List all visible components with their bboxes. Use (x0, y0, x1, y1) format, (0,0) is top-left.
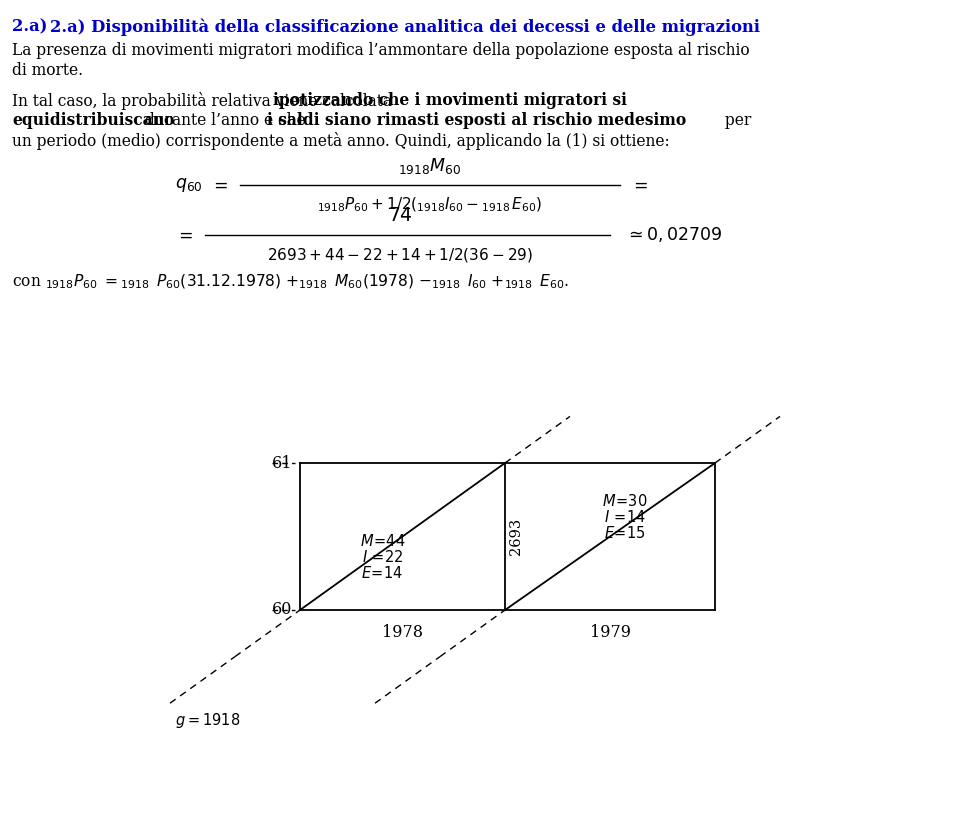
Text: $2693 + 44 - 22 + 14 + 1/2(36 - 29)$: $2693 + 44 - 22 + 14 + 1/2(36 - 29)$ (267, 246, 533, 264)
Text: $I\ \!=\!14$: $I\ \!=\!14$ (604, 509, 646, 525)
Text: i saldi siano rimasti esposti al rischio medesimo: i saldi siano rimasti esposti al rischio… (267, 112, 686, 129)
Text: di morte.: di morte. (12, 62, 84, 79)
Text: 2.a): 2.a) (12, 18, 53, 35)
Text: un periodo (medio) corrispondente a metà anno. Quindi, applicando la (1) si otti: un periodo (medio) corrispondente a metà… (12, 132, 670, 150)
Text: $E\!=\!14$: $E\!=\!14$ (361, 565, 403, 580)
Text: $I\ \!=\!22$: $I\ \!=\!22$ (362, 548, 403, 565)
Text: con ${}_{1918}P_{60}$ $={}_{1918}\,$ $P_{60}(31.12.1978)$ $+{}_{1918}\,$ $M_{60}: con ${}_{1918}P_{60}$ $={}_{1918}\,$ $P_… (12, 273, 569, 291)
Text: 1978: 1978 (382, 624, 423, 641)
Text: 1979: 1979 (589, 624, 631, 641)
Text: $=$: $=$ (210, 177, 228, 193)
Text: 61: 61 (272, 455, 292, 472)
Text: 2693: 2693 (509, 518, 523, 555)
Text: $=$: $=$ (630, 177, 648, 193)
Text: 60: 60 (272, 601, 292, 619)
Text: $74$: $74$ (388, 207, 413, 225)
Text: $q_{60}$: $q_{60}$ (175, 176, 203, 194)
Text: $=$: $=$ (175, 227, 193, 244)
Text: In tal caso, la probabilità relativa viene calcolata: In tal caso, la probabilità relativa vie… (12, 92, 396, 110)
Text: ${}_{1918}P_{60} + 1/2({}_{1918}I_{60} -{}_{1918}\, E_{60})$: ${}_{1918}P_{60} + 1/2({}_{1918}I_{60} -… (318, 196, 542, 214)
Text: $M\!=\!44$: $M\!=\!44$ (360, 532, 405, 548)
Text: ipotizzando che i movimenti migratori si: ipotizzando che i movimenti migratori si (273, 92, 627, 109)
Text: equidistribuiscano: equidistribuiscano (12, 112, 175, 129)
Text: $\simeq 0,02709$: $\simeq 0,02709$ (625, 226, 722, 244)
Text: La presenza di movimenti migratori modifica l’ammontare della popolazione espost: La presenza di movimenti migratori modif… (12, 42, 750, 59)
Text: per: per (720, 112, 752, 129)
Text: durante l’anno e che: durante l’anno e che (140, 112, 310, 129)
Text: $M\!=\!30$: $M\!=\!30$ (602, 492, 648, 509)
Text: 2.a) Disponibilità della classificazione analitica dei decessi e delle migrazion: 2.a) Disponibilità della classificazione… (50, 18, 760, 36)
Text: $E\!=\!15$: $E\!=\!15$ (604, 525, 646, 540)
Text: $g=1918$: $g=1918$ (175, 711, 240, 730)
Text: ${}_{1918}M_{60}$: ${}_{1918}M_{60}$ (398, 156, 462, 176)
